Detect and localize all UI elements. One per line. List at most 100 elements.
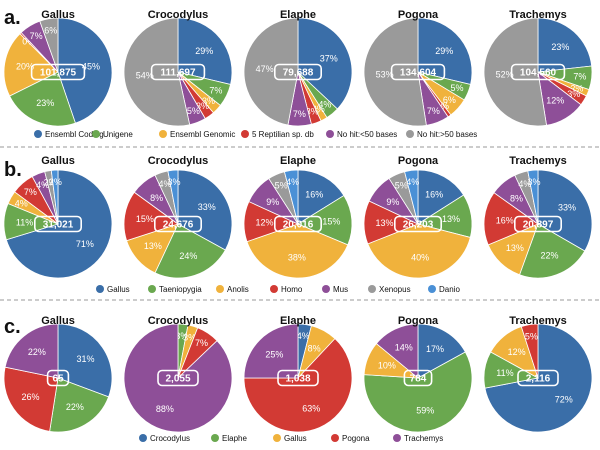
pie-slice-label: 38% — [288, 252, 306, 262]
pie-crocodylus: 33% 24% 13% 15% 8% 4%3% 24,676 — [123, 169, 233, 279]
pie-slice — [297, 17, 353, 110]
pie-title: Elaphe — [280, 315, 316, 327]
pie-slice-label: 71% — [76, 239, 94, 249]
center-total: 2,055 — [165, 374, 190, 385]
pie-slice-label: 29% — [435, 46, 453, 56]
pie-slice — [123, 17, 191, 127]
pie-slice-label: 33% — [558, 202, 576, 212]
legend-swatch — [368, 285, 376, 293]
pie-slice — [154, 223, 226, 279]
pie-slice-label: 11% — [16, 217, 33, 227]
pie-elaphe: 4% 8% 63% 25% 1,038 — [243, 323, 353, 433]
pie-slice — [537, 17, 593, 73]
legend-label: Anolis — [227, 285, 249, 294]
legend-swatch — [393, 434, 401, 442]
pie-slice-label: 4% — [286, 177, 299, 187]
center-total-box — [154, 215, 203, 233]
pie-slice-label: 24% — [179, 251, 197, 261]
center-total-box — [30, 63, 86, 81]
pie-slice-label: 4% — [297, 331, 310, 341]
pie-title: Elaphe — [280, 9, 316, 21]
pie-slice-label: 53% — [376, 70, 394, 80]
center-total: 1,038 — [285, 374, 310, 385]
legend-label: Gallus — [284, 434, 307, 443]
center-total-box — [273, 215, 322, 233]
pie-slice — [297, 169, 345, 225]
pie-title: Crocodylus — [148, 9, 209, 21]
center-total: 79,688 — [283, 68, 314, 79]
pie-slice-label: 45% — [82, 62, 100, 72]
legend-label: Gallus — [107, 285, 130, 294]
pie-slice-label: 17% — [426, 344, 444, 354]
pie-title: Pogona — [398, 155, 439, 167]
pie-slice — [363, 351, 473, 433]
pie-title: Pogona — [398, 315, 439, 327]
pie-slice — [57, 323, 113, 398]
pie-slice-label: 3% — [567, 89, 580, 99]
pie-slice-label: 63% — [302, 404, 320, 414]
pie-slice — [3, 366, 59, 432]
pie-slice — [363, 17, 427, 127]
legend-swatch — [216, 285, 224, 293]
legend-label: Pogona — [342, 434, 370, 443]
pie-slice-label: 40% — [411, 252, 429, 262]
pie-slice-label: 0% — [22, 37, 35, 47]
legend-swatch — [428, 285, 436, 293]
legend: Ensembl Coding Unigene Ensembl Genomic 5 Re… — [34, 130, 477, 139]
legend-swatch — [34, 130, 42, 138]
center-total-box — [510, 63, 566, 81]
panel-label: a. — [4, 7, 21, 29]
pie-slice-label: 52% — [496, 70, 514, 80]
pie-title: Crocodylus — [148, 315, 209, 327]
pie-slice-label: 4% — [158, 179, 171, 189]
pie-slice-label: 4% — [518, 179, 531, 189]
center-total: 101,875 — [40, 68, 77, 79]
center-total-box — [150, 63, 206, 81]
center-total-box — [273, 63, 322, 81]
pie-slice-label: 5% — [525, 331, 538, 341]
legend-swatch — [241, 130, 249, 138]
pie-slice — [39, 17, 59, 73]
center-total-box — [393, 215, 442, 233]
center-total: 24,676 — [163, 220, 194, 231]
pie-slice — [243, 17, 299, 126]
legend-swatch — [96, 285, 104, 293]
pie-slice-label: 6% — [44, 26, 57, 36]
legend-label: Ensembl Genomic — [170, 130, 235, 139]
pie-slice — [123, 323, 233, 433]
pie-slice — [483, 192, 539, 246]
pie-slice-label: 7% — [427, 106, 440, 116]
pie-gallus: 71%11%4%7%4%2%2%31,021 — [3, 169, 113, 279]
pie-slice — [9, 71, 76, 127]
pie-slice — [527, 169, 539, 225]
legend-label: Xenopus — [379, 285, 411, 294]
panel-label: b. — [4, 159, 22, 181]
pie-slice — [483, 17, 547, 127]
pie-slice-label: 5% — [395, 180, 408, 190]
pie-slice-label: 59% — [416, 406, 434, 416]
pie-slice-label: 3% — [196, 101, 209, 111]
center-total-box — [33, 215, 83, 233]
pie-title: Gallus — [41, 315, 75, 327]
pie-trachemys: 72% 11% 12% 5% 2,116 — [483, 323, 593, 433]
pie-slice — [283, 169, 299, 225]
legend: Gallus Taeniopygia Anolis Homo Mus Xenopus Dan… — [96, 285, 460, 294]
pie-slice-label: 3% — [202, 96, 215, 106]
pie-slice-label: 11% — [496, 368, 513, 378]
pie-slice-label: 7% — [24, 187, 37, 197]
pie-slice-label: 15% — [322, 216, 340, 226]
pie-slice-label: 47% — [256, 64, 274, 74]
pie-elaphe: 16% 15% 38% 12% 9% 5%4% 20,016 — [243, 169, 353, 279]
pie-slice-label: 13% — [442, 214, 460, 224]
pie-slice-label: 33% — [198, 202, 216, 212]
pie-gallus: 45% 23% 20% 0%7%6% 101,875 — [3, 17, 113, 127]
pie-slice — [243, 323, 299, 379]
legend-label: Unigene — [103, 130, 133, 139]
pie-slice — [4, 323, 59, 379]
pie-slice-label: 7% — [209, 85, 222, 95]
pie-pogona: 16% 13% 40% 13% 9% 5%4% 26,203 — [363, 169, 473, 279]
center-total-box — [46, 369, 70, 387]
pie-slice-label: 12% — [256, 217, 274, 227]
pie-crocodylus: 29% 7%3%3%5% 54% 111,697 — [123, 17, 233, 127]
